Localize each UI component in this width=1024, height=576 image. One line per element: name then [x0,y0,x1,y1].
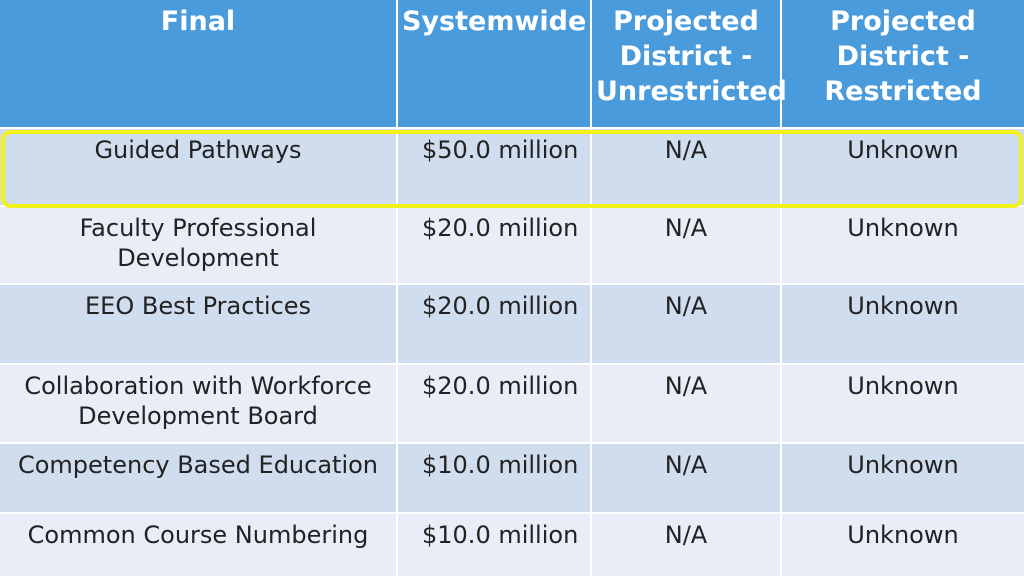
systemwide-amount: $50.0 million [396,127,591,206]
restricted-value: Unknown [780,363,1024,443]
table-header-row: Final Systemwide Projected District - Un… [0,0,1024,128]
table-row: Collaboration with Workforce Development… [0,363,1024,443]
systemwide-amount: $20.0 million [396,283,591,364]
unrestricted-value: N/A [590,512,781,576]
table-row: Faculty Professional Development $20.0 m… [0,205,1024,284]
header-district-restricted: Projected District - Restricted [780,0,1024,128]
header-systemwide: Systemwide [396,0,591,128]
unrestricted-value: N/A [590,205,781,284]
program-name: Competency Based Education [0,442,397,513]
unrestricted-value: N/A [590,127,781,206]
restricted-value: Unknown [780,205,1024,284]
systemwide-amount: $10.0 million [396,442,591,513]
program-name: Faculty Professional Development [0,205,397,284]
unrestricted-value: N/A [590,363,781,443]
restricted-value: Unknown [780,127,1024,206]
unrestricted-value: N/A [590,283,781,364]
systemwide-amount: $10.0 million [396,512,591,576]
program-name: EEO Best Practices [0,283,397,364]
table-row: Guided Pathways $50.0 million N/A Unknow… [0,127,1024,206]
table-row: Competency Based Education $10.0 million… [0,442,1024,513]
systemwide-amount: $20.0 million [396,205,591,284]
header-final: Final [0,0,397,128]
table-row: EEO Best Practices $20.0 million N/A Unk… [0,283,1024,364]
restricted-value: Unknown [780,512,1024,576]
program-name: Common Course Numbering [0,512,397,576]
header-district-unrestricted: Projected District - Unrestricted [590,0,787,128]
program-name: Collaboration with Workforce Development… [0,363,397,443]
unrestricted-value: N/A [590,442,781,513]
restricted-value: Unknown [780,442,1024,513]
restricted-value: Unknown [780,283,1024,364]
systemwide-amount: $20.0 million [396,363,591,443]
table-row: Common Course Numbering $10.0 million N/… [0,512,1024,576]
program-name: Guided Pathways [0,127,397,206]
